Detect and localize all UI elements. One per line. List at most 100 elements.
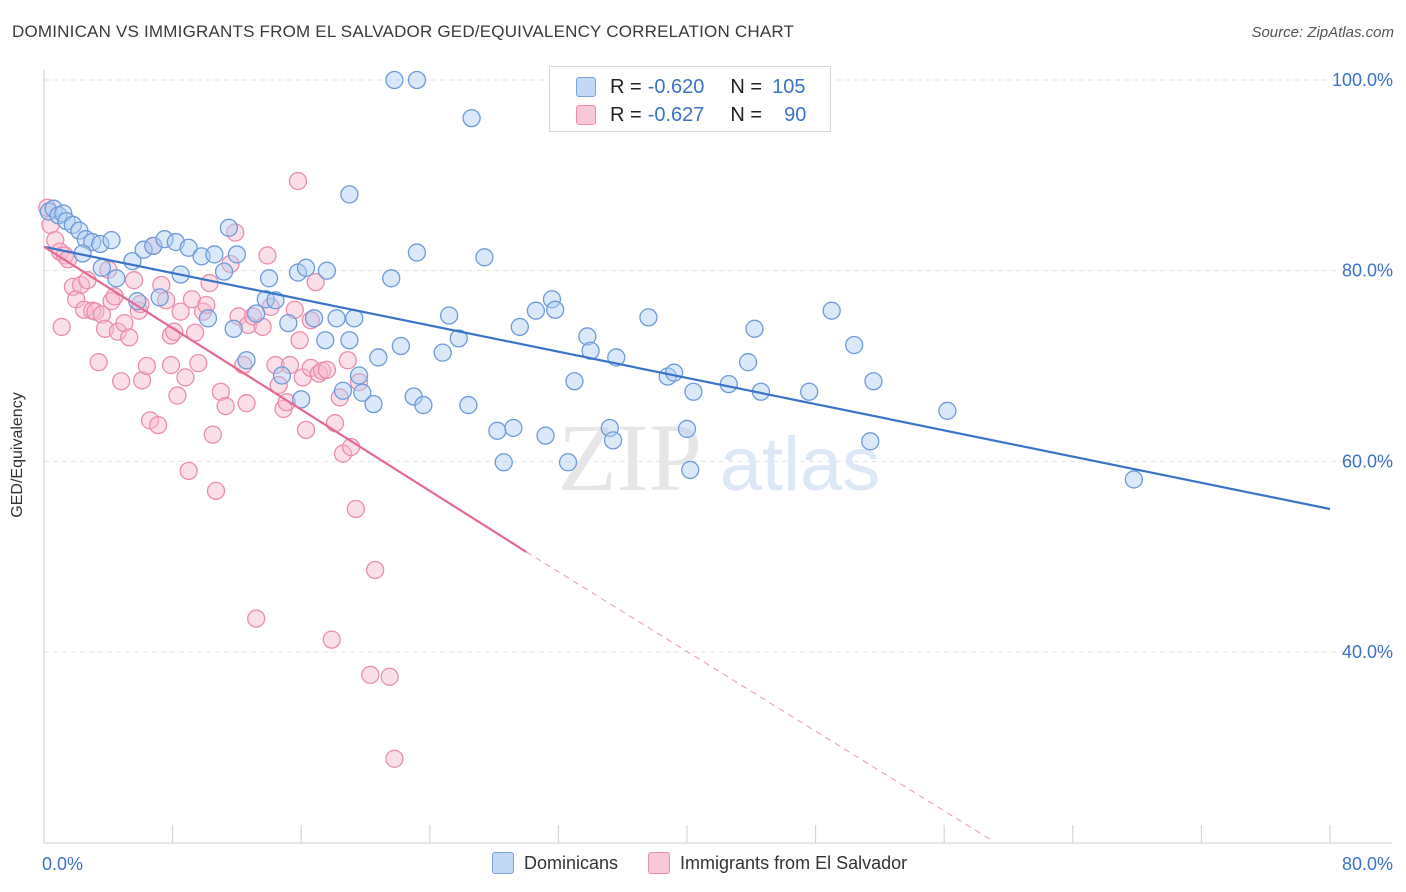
data-point-el-salvador [322,630,341,649]
legend-r-value: -0.627 [647,103,705,126]
data-point-dominicans [504,418,523,438]
legend-swatch-pink [648,852,671,874]
data-point-dominicans [603,431,623,450]
data-point-dominicans [462,108,481,128]
legend-row-el-salvador: R = -0.627 N = 90 [550,101,806,129]
data-point-dominicans [279,313,298,333]
data-point-el-salvador [346,499,366,519]
trend-line-dominicans [43,245,1331,511]
data-point-el-salvador [179,461,198,481]
x-tick-label: 80.0% [1342,854,1393,874]
data-point-dominicans [144,236,163,256]
data-point-dominicans [488,421,507,440]
data-point-el-salvador [168,386,187,405]
data-point-dominicans [259,269,279,288]
legend-label-dominicans: Dominicans [524,852,619,873]
data-point-el-salvador [189,353,208,373]
data-point-dominicans [296,258,316,277]
data-point-el-salvador [52,317,71,337]
data-point-dominicans [433,343,452,362]
data-point-el-salvador [197,295,216,315]
data-point-el-salvador [290,331,309,350]
data-point-el-salvador [120,328,139,347]
data-point-el-salvador [92,305,112,324]
data-point-dominicans [205,245,224,264]
data-point-el-salvador [301,311,320,330]
data-point-dominicans [304,309,324,328]
data-point-dominicans [681,460,700,480]
legend-label-el-salvador: Immigrants from El Salvador [680,852,908,873]
data-point-dominicans [150,288,169,307]
data-point-el-salvador [112,372,131,391]
data-point-dominicans [864,372,883,391]
y-tick-label: 40.0% [1342,642,1393,662]
data-point-dominicans [578,327,597,346]
data-point-el-salvador [385,749,404,768]
data-point-dominicans [219,218,239,237]
series-legend: Dominicans Immigrants from El Salvador [492,852,937,874]
data-point-el-salvador [203,425,222,444]
data-point-el-salvador [361,665,380,685]
data-point-el-salvador [338,351,357,370]
legend-swatch-pink [576,105,596,125]
tick-labels: 40.0% 60.0% 80.0% 100.0% 0.0% 80.0% [42,70,1393,874]
data-point-el-salvador [380,667,399,686]
data-point-dominicans [684,382,703,401]
data-point-el-salvador [206,481,226,501]
watermark: ZIP atlas [558,404,880,511]
data-point-dominicans [745,319,764,338]
data-point-dominicans [340,331,359,350]
trend-line-el-salvador [43,245,527,553]
data-point-el-salvador [237,394,256,413]
legend-n-value: 90 [784,103,807,126]
data-point-dominicans [639,308,658,327]
legend-item-el-salvador[interactable]: Immigrants from El Salvador [648,852,907,874]
series-dominicans [39,70,1144,489]
data-point-dominicans [317,261,337,280]
data-point-dominicans [333,381,353,400]
data-point-dominicans [224,319,243,338]
data-point-dominicans [800,382,819,401]
data-point-dominicans [316,331,335,350]
data-point-dominicans [738,353,758,372]
data-point-el-salvador [288,171,308,191]
data-point-dominicans [861,432,880,451]
data-point-dominicans [237,351,256,370]
legend-swatch-blue [576,77,596,97]
legend-item-dominicans[interactable]: Dominicans [492,852,618,874]
data-point-dominicans [664,363,684,382]
legend-n-label: N = [730,75,763,98]
source-label: Source: ZipAtlas.com [1251,24,1394,41]
data-point-el-salvador [171,302,190,321]
legend-n-value: 105 [772,75,806,98]
y-tick-label: 80.0% [1342,261,1393,281]
data-point-dominicans [292,390,311,409]
trend-line-el-salvador-extension [525,551,993,842]
data-point-el-salvador [148,415,168,435]
data-point-el-salvador [131,294,150,314]
data-point-dominicans [677,419,697,439]
data-point-dominicans [938,401,957,420]
data-point-el-salvador [296,420,316,440]
data-point-el-salvador [365,560,385,580]
data-point-dominicans [536,426,555,445]
data-point-el-salvador [211,382,230,401]
data-point-dominicans [558,453,578,472]
data-point-dominicans [845,335,864,355]
watermark-atlas: atlas [720,422,881,507]
data-point-el-salvador [349,373,369,392]
watermark-zip: ZIP [558,404,702,511]
data-point-el-salvador [266,355,285,375]
chart-title: DOMINICAN VS IMMIGRANTS FROM EL SALVADOR… [12,22,795,41]
data-point-dominicans [272,366,292,385]
data-point-dominicans [134,240,153,259]
axes [43,70,1392,844]
data-point-el-salvador [258,246,277,265]
data-point-el-salvador [306,272,325,292]
series-immigrants-el-salvador [38,171,404,768]
data-point-dominicans [92,258,112,277]
data-point-dominicans [340,185,359,204]
data-point-dominicans [414,395,433,415]
legend-r-label: R = [610,75,642,98]
